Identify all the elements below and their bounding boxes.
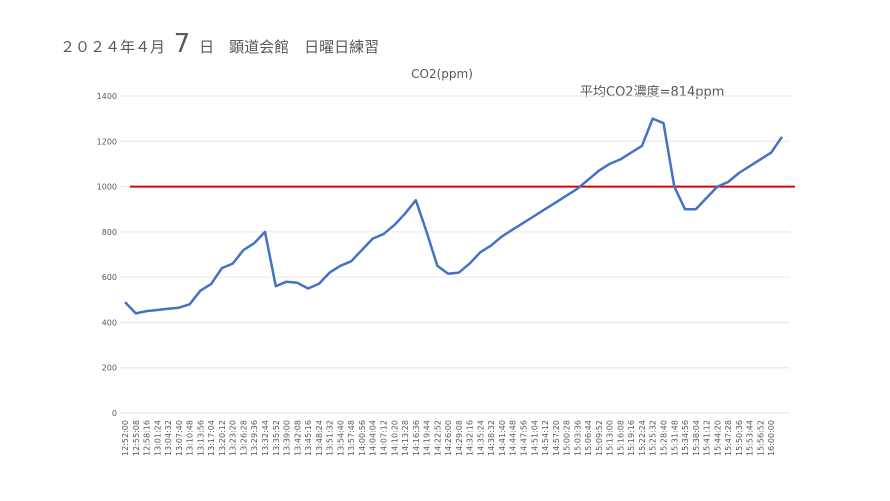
x-tick-label: 12:55:08: [132, 420, 141, 456]
x-tick-label: 13:26:28: [239, 420, 248, 456]
x-tick-label: 14:00:56: [358, 420, 367, 456]
x-tick-label: 16:00:00: [767, 420, 776, 456]
x-tick-label: 13:29:36: [250, 420, 259, 456]
x-tick-label: 14:32:16: [466, 420, 475, 456]
x-tick-label: 13:07:40: [175, 420, 184, 456]
legend-label: CO2(ppm): [411, 67, 473, 81]
x-tick-label: 15:56:52: [756, 420, 765, 456]
x-tick-label: 15:28:40: [660, 420, 669, 456]
x-tick-label: 13:35:52: [272, 420, 281, 456]
x-tick-label: 14:19:44: [423, 420, 432, 456]
chart-title: ２０２４年４月 7 日 顕道会館 日曜日練習: [60, 29, 379, 59]
y-tick-label: 1400: [97, 92, 117, 101]
x-tick-label: 14:29:08: [455, 420, 464, 456]
x-tick-label: 15:31:48: [670, 420, 679, 456]
x-tick-label: 15:44:20: [713, 420, 722, 456]
x-tick-label: 14:07:12: [379, 420, 388, 456]
title-part: ２０２４年４月: [60, 38, 165, 56]
x-tick-label: 13:10:48: [186, 420, 195, 456]
x-tick-label: 14:54:12: [541, 420, 550, 456]
data-line: [124, 117, 784, 315]
title-part: 日 顕道会館 日曜日練習: [199, 38, 379, 56]
x-tick-label: 14:41:40: [498, 420, 507, 456]
x-tick-label: 13:04:32: [164, 420, 173, 456]
x-tick-label: 12:58:16: [143, 420, 152, 456]
x-tick-label: 13:23:20: [229, 420, 238, 456]
x-tick-label: 14:10:20: [390, 420, 399, 456]
x-tick-label: 14:51:04: [530, 420, 539, 456]
x-tick-label: 15:47:28: [724, 420, 733, 456]
annotation: 平均CO2濃度=814ppm: [580, 84, 724, 100]
x-tick-label: 14:35:24: [476, 420, 485, 456]
x-tick-label: 15:13:00: [606, 420, 615, 456]
x-tick-label: 15:34:56: [681, 420, 690, 456]
y-tick-label: 0: [112, 409, 117, 418]
title-part: 7: [174, 29, 191, 59]
x-tick-label: 15:25:32: [649, 420, 658, 456]
x-tick-label: 14:16:36: [412, 420, 421, 456]
x-tick-label: 15:19:16: [627, 420, 636, 456]
y-tick-label: 1000: [97, 183, 117, 192]
y-tick-label: 600: [102, 273, 117, 282]
y-tick-label: 1200: [97, 137, 117, 146]
x-tick-label: 15:41:12: [703, 420, 712, 456]
x-tick-label: 15:16:08: [616, 420, 625, 456]
x-tick-label: 13:20:12: [218, 420, 227, 456]
y-tick-label: 400: [102, 318, 117, 327]
x-tick-label: 15:06:44: [584, 420, 593, 456]
x-tick-label: 15:03:36: [573, 420, 582, 456]
x-tick-label: 14:57:20: [552, 420, 561, 456]
x-tick-label: 14:44:48: [509, 420, 518, 456]
x-tick-label: 13:57:48: [347, 420, 356, 456]
x-tick-label: 15:22:24: [638, 420, 647, 456]
x-tick-label: 13:48:24: [315, 420, 324, 456]
x-tick-label: 14:38:32: [487, 420, 496, 456]
x-tick-label: 15:50:36: [735, 420, 744, 456]
x-tick-label: 15:00:28: [563, 420, 572, 456]
x-tick-label: 13:42:08: [293, 420, 302, 456]
x-tick-label: 14:22:52: [433, 420, 442, 456]
x-tick-label: 13:17:04: [207, 420, 216, 456]
y-tick-label: 800: [102, 228, 117, 237]
x-tick-label: 13:51:32: [326, 420, 335, 456]
y-tick-label: 200: [102, 364, 117, 373]
x-tick-label: 15:09:52: [595, 420, 604, 456]
x-tick-label: 13:01:24: [153, 420, 162, 456]
x-tick-label: 14:04:04: [369, 420, 378, 456]
x-tick-label: 14:26:00: [444, 420, 453, 456]
x-tick-label: 12:52:00: [121, 420, 130, 456]
x-tick-label: 14:13:28: [401, 420, 410, 456]
x-tick-label: 13:45:16: [304, 420, 313, 456]
x-tick-label: 13:39:00: [283, 420, 292, 456]
x-tick-label: 15:38:04: [692, 420, 701, 456]
x-tick-label: 13:13:56: [196, 420, 205, 456]
x-tick-label: 13:32:44: [261, 420, 270, 456]
x-tick-label: 15:53:44: [746, 420, 755, 456]
x-tick-label: 13:54:40: [336, 420, 345, 456]
x-tick-label: 14:47:56: [519, 420, 528, 456]
